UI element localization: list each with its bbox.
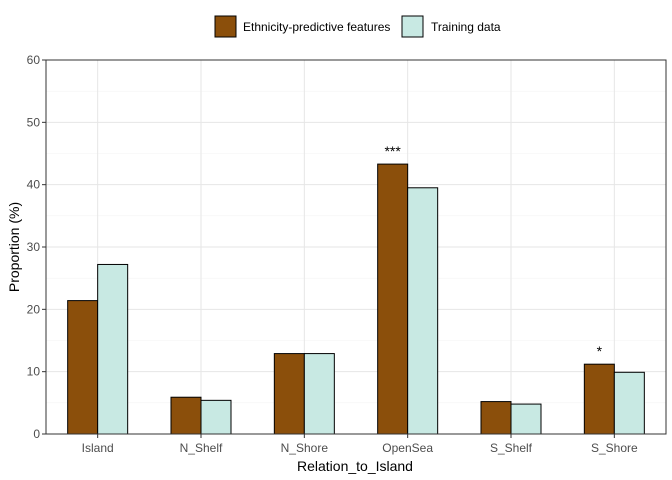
legend-swatch-series-2 xyxy=(401,15,424,38)
x-tick-label: OpenSea xyxy=(382,441,433,455)
bar-training-data-n-shore xyxy=(303,353,335,435)
significance-annotation: * xyxy=(597,343,603,359)
bar-ethnicity-predictive-s-shore xyxy=(583,363,615,435)
x-tick-label: N_Shore xyxy=(281,441,329,455)
significance-annotation: *** xyxy=(384,143,401,159)
y-tick-label: 30 xyxy=(27,240,41,254)
legend-label-series-2: Training data xyxy=(431,20,501,34)
annotations: **** xyxy=(384,143,602,359)
bar-ethnicity-predictive-n-shore xyxy=(273,353,305,435)
bar-training-data-opensea xyxy=(407,187,439,435)
x-tick-label: S_Shelf xyxy=(490,441,533,455)
bar-ethnicity-predictive-s-shelf xyxy=(480,401,512,435)
bars xyxy=(67,163,645,435)
x-tick-label: S_Shore xyxy=(591,441,638,455)
bar-ethnicity-predictive-opensea xyxy=(377,163,409,435)
y-tick-label: 0 xyxy=(33,427,40,441)
x-tick-label: N_Shelf xyxy=(180,441,223,455)
y-axis-title: Proportion (%) xyxy=(6,202,22,292)
bar-training-data-s-shore xyxy=(613,371,645,435)
bar-training-data-island xyxy=(97,263,129,435)
bar-training-data-s-shelf xyxy=(510,403,542,435)
x-tick-label: Island xyxy=(82,441,114,455)
legend: Ethnicity-predictive features Training d… xyxy=(214,15,501,38)
y-axis: 0 10 20 30 40 50 60 xyxy=(27,53,46,441)
x-axis-title: Relation_to_Island xyxy=(297,458,413,474)
y-tick-label: 10 xyxy=(27,365,41,379)
bar-ethnicity-predictive-island xyxy=(67,300,99,435)
legend-label-series-1: Ethnicity-predictive features xyxy=(243,20,390,34)
y-tick-label: 40 xyxy=(27,178,41,192)
legend-swatch-series-1 xyxy=(214,15,237,38)
bar-training-data-n-shelf xyxy=(200,399,232,435)
bar-ethnicity-predictive-n-shelf xyxy=(170,396,202,435)
y-tick-label: 20 xyxy=(27,302,41,316)
y-tick-label: 60 xyxy=(27,53,41,67)
x-axis: Island N_Shelf N_Shore OpenSea S_Shelf S_Shor… xyxy=(82,434,638,455)
y-tick-label: 50 xyxy=(27,115,41,129)
